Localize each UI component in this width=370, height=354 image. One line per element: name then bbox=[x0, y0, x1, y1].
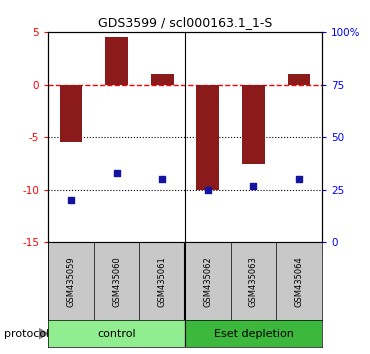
Bar bbox=[151, 74, 174, 85]
Text: GSM435063: GSM435063 bbox=[249, 256, 258, 307]
Text: GSM435062: GSM435062 bbox=[204, 256, 212, 307]
Point bbox=[205, 187, 211, 193]
Bar bbox=[60, 85, 82, 142]
Text: GSM435059: GSM435059 bbox=[67, 256, 75, 307]
Polygon shape bbox=[39, 329, 48, 339]
Point bbox=[68, 198, 74, 203]
Bar bbox=[105, 37, 128, 85]
Text: GSM435061: GSM435061 bbox=[158, 256, 166, 307]
Bar bbox=[288, 74, 310, 85]
Text: protocol: protocol bbox=[4, 329, 49, 339]
Title: GDS3599 / scl000163.1_1-S: GDS3599 / scl000163.1_1-S bbox=[98, 16, 272, 29]
Bar bbox=[185, 320, 322, 347]
Point bbox=[114, 170, 120, 176]
Bar bbox=[196, 85, 219, 190]
Point bbox=[296, 177, 302, 182]
Bar bbox=[48, 320, 185, 347]
Point bbox=[250, 183, 256, 188]
Text: Eset depletion: Eset depletion bbox=[213, 329, 293, 339]
Text: GSM435060: GSM435060 bbox=[112, 256, 121, 307]
Point bbox=[159, 177, 165, 182]
Text: GSM435064: GSM435064 bbox=[295, 256, 303, 307]
Bar bbox=[242, 85, 265, 164]
Text: control: control bbox=[97, 329, 136, 339]
